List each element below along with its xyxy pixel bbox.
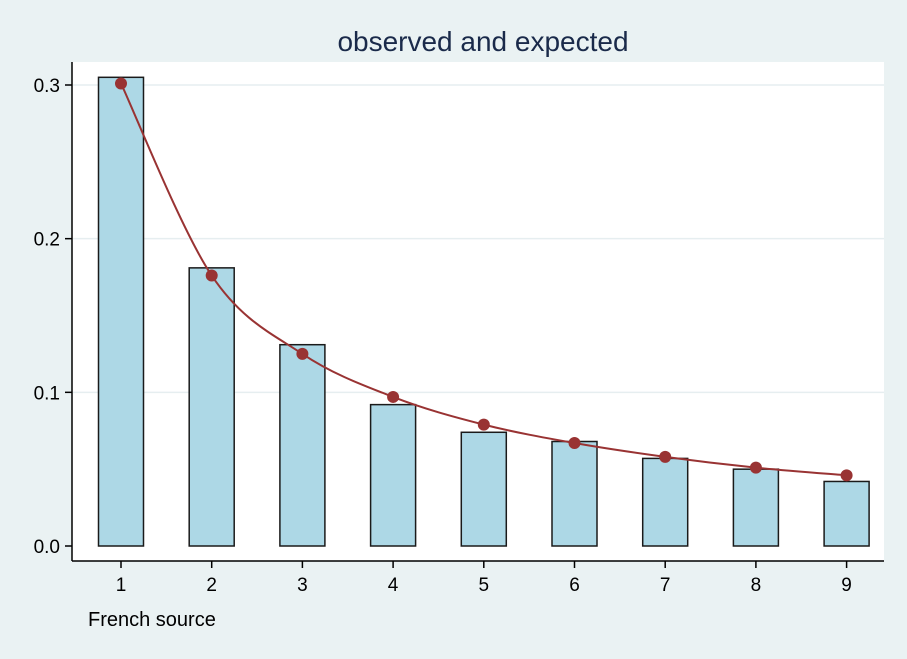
x-tick-label: 4 [388,575,399,596]
bar [732,468,780,547]
bar [641,457,689,547]
expected-point [659,450,672,463]
x-tick-label: 1 [116,575,127,596]
chart-title: observed and expected [337,26,628,57]
y-axis-ticks: 0.0 0.1 0.2 0.3 [34,76,72,558]
bar [551,440,598,547]
expected-point [387,390,400,403]
bars [97,76,870,547]
expected-point [205,269,218,282]
expected-point [115,77,127,90]
y-tick-label: 0.2 [34,230,60,251]
bar [279,343,326,547]
expected-point [568,437,581,450]
bar [460,431,508,547]
x-tick-label: 8 [751,575,762,596]
x-tick-label: 2 [206,575,217,596]
x-tick-label: 3 [297,575,308,596]
bar [823,480,870,547]
expected-point [477,418,490,431]
expected-point [749,461,762,474]
bar [188,267,235,547]
x-tick-label: 7 [660,575,671,596]
x-axis-ticks: 1 2 3 4 5 6 7 8 9 [116,561,852,596]
x-tick-label: 9 [841,575,852,596]
y-tick-label: 0.0 [34,537,60,558]
y-tick-label: 0.3 [34,76,60,97]
x-tick-label: 5 [479,575,490,596]
bar [97,76,145,547]
bar [369,403,417,547]
x-axis-title: French source [88,609,216,631]
expected-point [296,347,309,360]
y-tick-label: 0.1 [34,383,60,404]
x-tick-label: 6 [569,575,580,596]
expected-point [840,469,853,482]
expected-points [115,77,853,482]
